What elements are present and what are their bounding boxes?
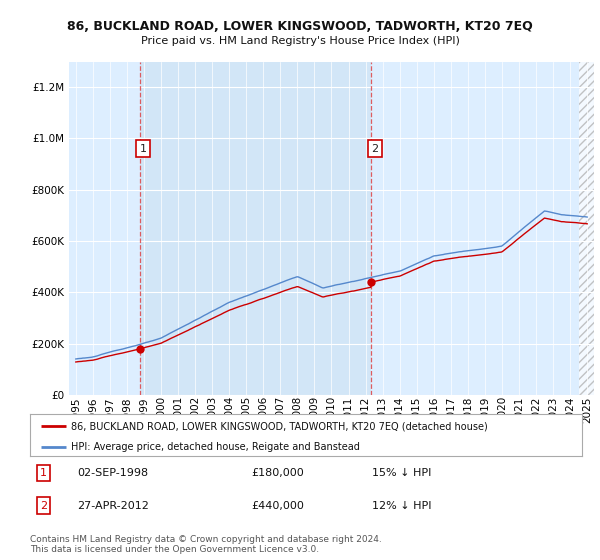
Text: 02-SEP-1998: 02-SEP-1998	[77, 468, 148, 478]
Text: £180,000: £180,000	[251, 468, 304, 478]
Text: Price paid vs. HM Land Registry's House Price Index (HPI): Price paid vs. HM Land Registry's House …	[140, 36, 460, 46]
Text: 1: 1	[40, 468, 47, 478]
Text: Contains HM Land Registry data © Crown copyright and database right 2024.
This d: Contains HM Land Registry data © Crown c…	[30, 535, 382, 554]
Bar	[140, 62, 371, 395]
Text: 2: 2	[40, 501, 47, 511]
Text: 1: 1	[140, 144, 146, 154]
Text: 86, BUCKLAND ROAD, LOWER KINGSWOOD, TADWORTH, KT20 7EQ: 86, BUCKLAND ROAD, LOWER KINGSWOOD, TADW…	[67, 20, 533, 32]
Text: 12% ↓ HPI: 12% ↓ HPI	[372, 501, 432, 511]
Text: 15% ↓ HPI: 15% ↓ HPI	[372, 468, 431, 478]
Text: 27-APR-2012: 27-APR-2012	[77, 501, 149, 511]
Text: 86, BUCKLAND ROAD, LOWER KINGSWOOD, TADWORTH, KT20 7EQ (detached house): 86, BUCKLAND ROAD, LOWER KINGSWOOD, TADW…	[71, 421, 488, 431]
Bar	[578, 62, 596, 395]
Text: HPI: Average price, detached house, Reigate and Banstead: HPI: Average price, detached house, Reig…	[71, 442, 360, 452]
Text: £440,000: £440,000	[251, 501, 304, 511]
Text: 2: 2	[371, 144, 378, 154]
